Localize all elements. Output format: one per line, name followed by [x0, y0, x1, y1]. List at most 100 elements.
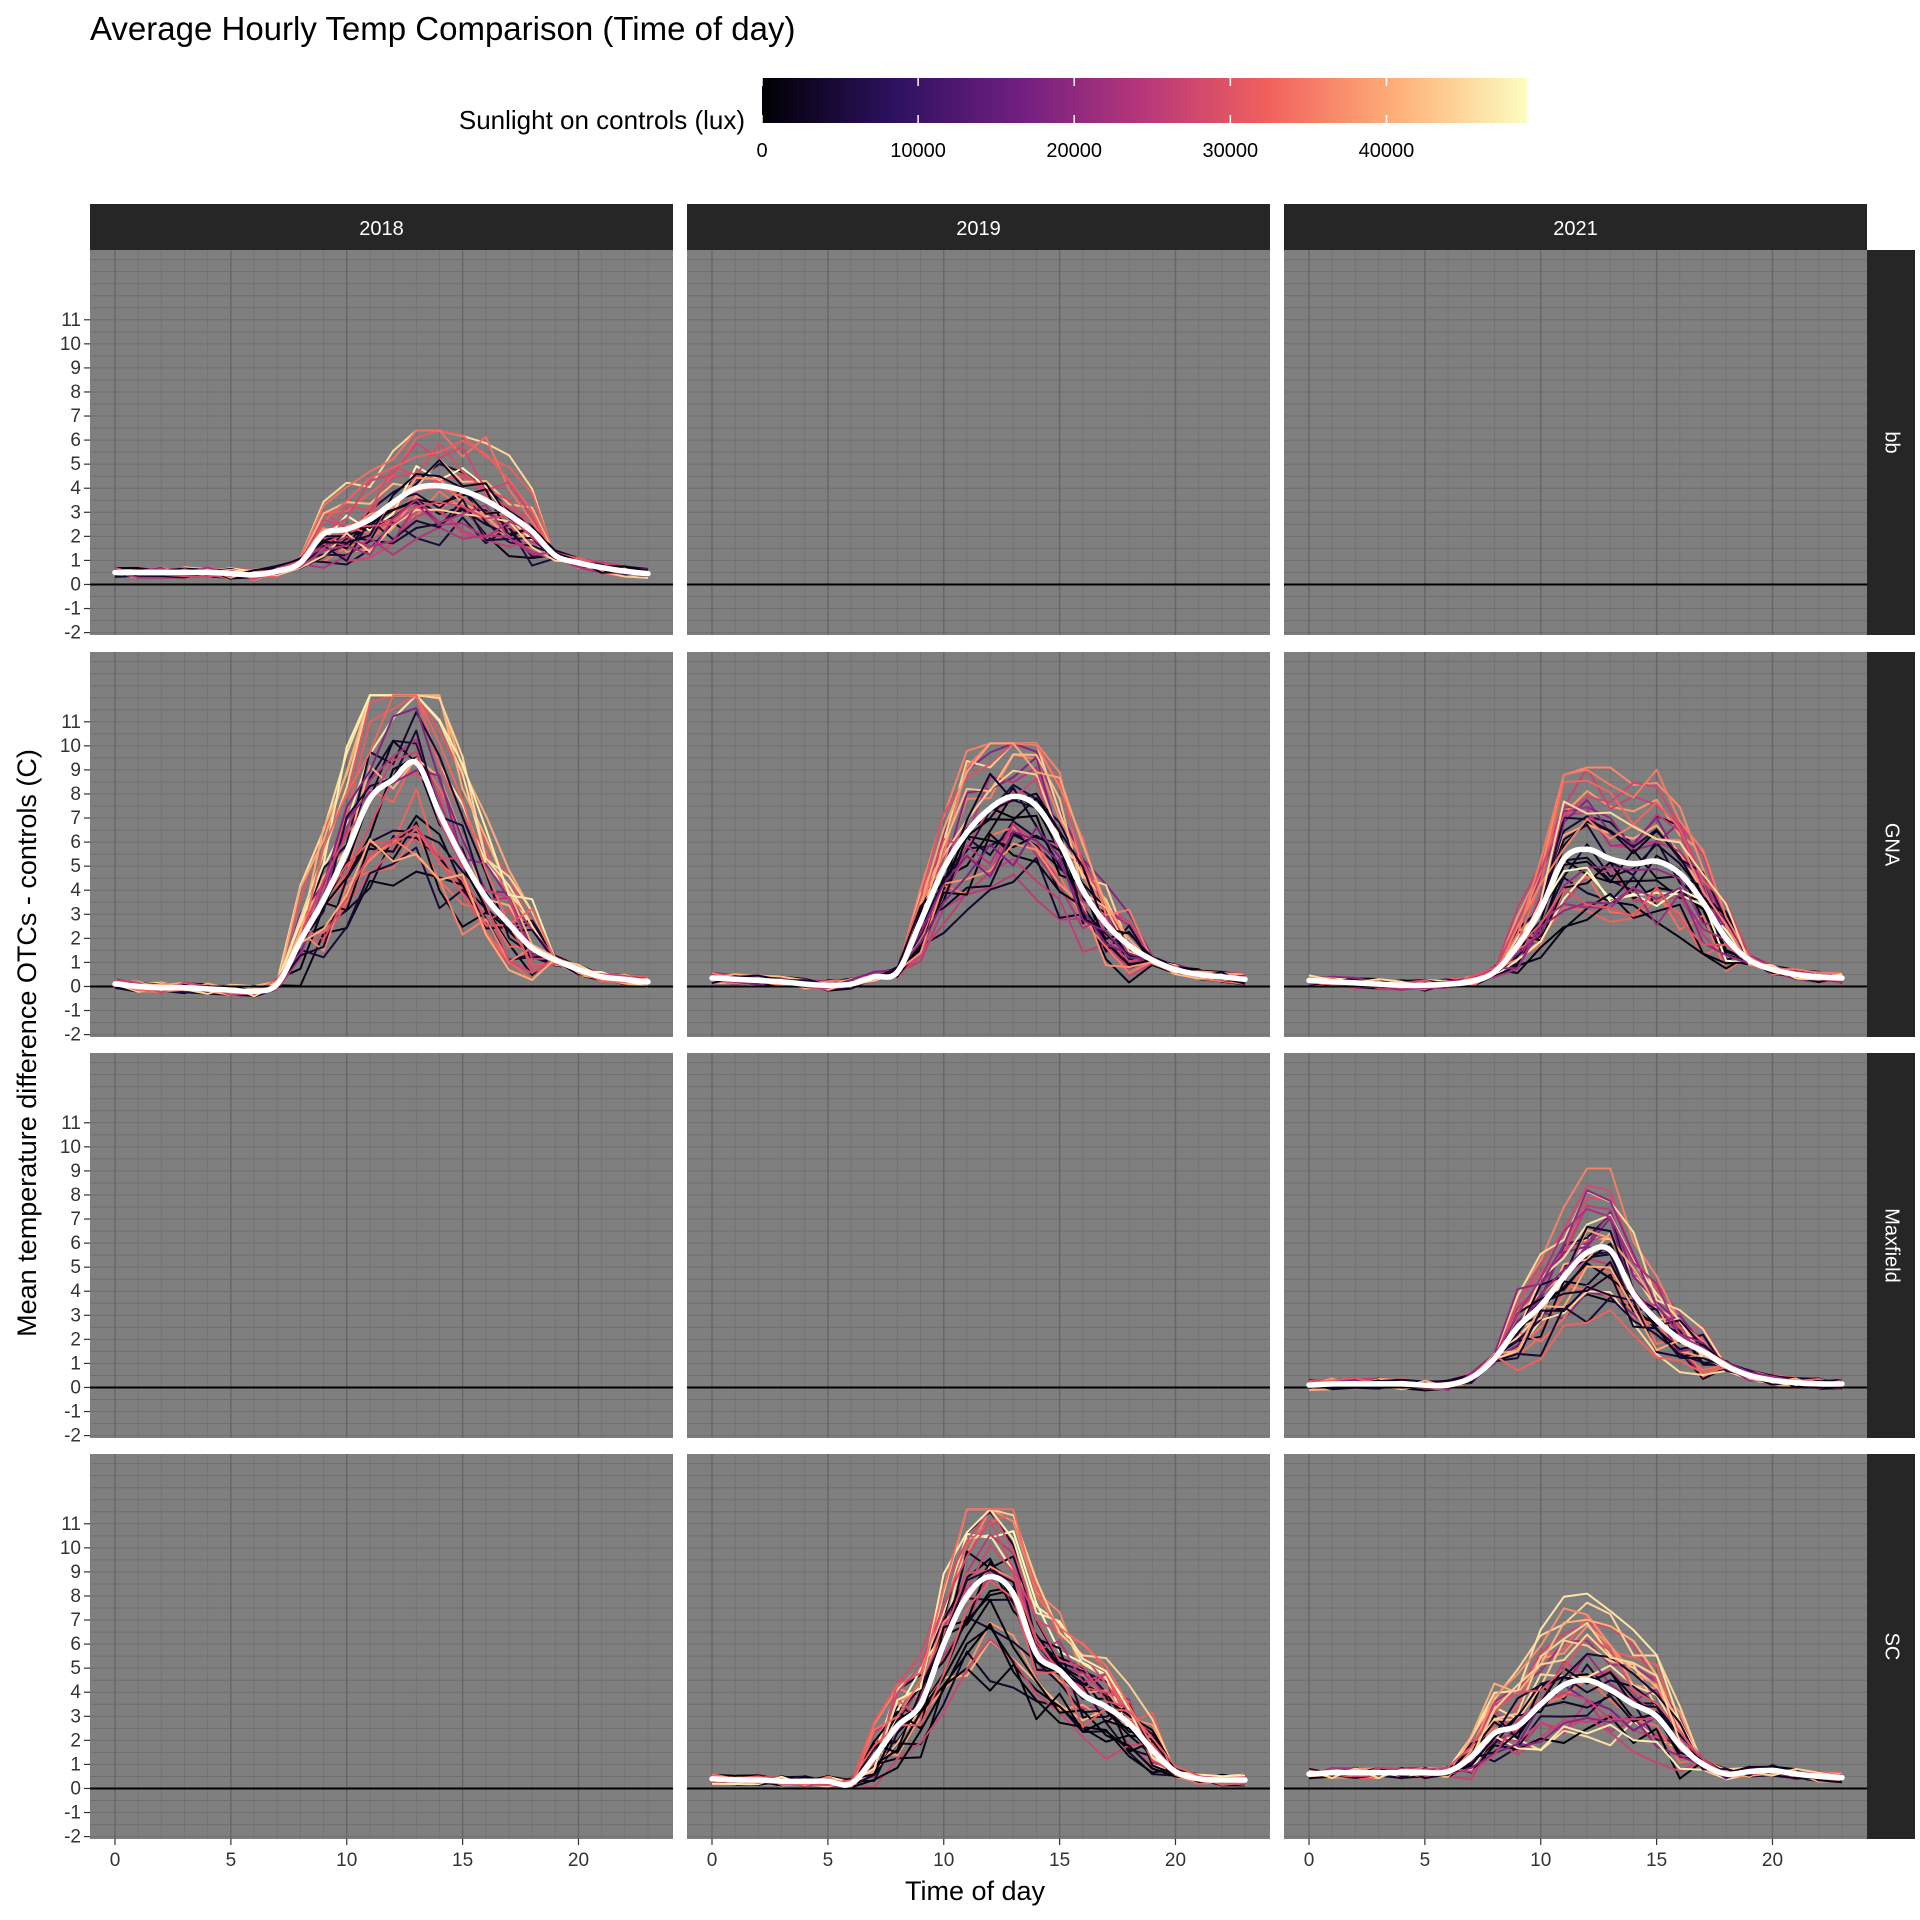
- y-tick-label: -1: [64, 599, 81, 620]
- smooth-mean-line: [1306, 846, 1845, 989]
- panel-background: [90, 1454, 673, 1839]
- x-tick-label: 15: [452, 1850, 473, 1871]
- row-strip-bg: [1867, 1053, 1915, 1438]
- x-tick-label: 20: [568, 1850, 589, 1871]
- x-axis-title: Time of day: [905, 1876, 1046, 1906]
- y-tick-label: 0: [70, 976, 81, 997]
- y-tick-label: 10: [60, 1538, 81, 1559]
- panel-GNA-2019: [687, 652, 1270, 1037]
- legend-tick-label: 10000: [890, 140, 946, 162]
- row-strip-bb: bb: [1867, 250, 1915, 635]
- y-tick-label: 10: [60, 334, 81, 355]
- x-tick-label: 10: [1530, 1850, 1551, 1871]
- y-tick-label: -1: [64, 1803, 81, 1824]
- x-tick-label: 10: [933, 1850, 954, 1871]
- y-tick-label: -1: [64, 1402, 81, 1423]
- y-tick-label: 11: [61, 1514, 81, 1535]
- row-strip-label: bb: [1881, 431, 1903, 453]
- y-tick-label: 4: [70, 478, 81, 499]
- y-tick-label: 0: [70, 1778, 81, 1799]
- y-tick-label: 11: [61, 1113, 81, 1134]
- y-axis-title: Mean temperature difference OTCs - contr…: [12, 749, 42, 1337]
- x-tick-label: 0: [707, 1850, 718, 1871]
- y-tick-label: 2: [70, 526, 81, 547]
- x-tick-label: 20: [1165, 1850, 1186, 1871]
- panel-Maxfield-2021: [1284, 1053, 1867, 1438]
- y-tick-label: 11: [61, 712, 81, 733]
- column-strip-label: 2019: [956, 218, 1001, 240]
- y-tick-label: 6: [70, 1233, 81, 1254]
- y-tick-label: 4: [70, 880, 81, 901]
- panel-background: [687, 1053, 1270, 1438]
- x-tick-label: 15: [1646, 1850, 1667, 1871]
- facet-panels: 2018 2019 2021bbGNAMaxfieldSC-2-1012345678…: [60, 204, 1915, 1871]
- column-strip-label: 2018: [359, 218, 404, 240]
- y-tick-label: -2: [64, 1426, 81, 1447]
- legend-tick-label: 30000: [1203, 140, 1259, 162]
- y-tick-label: -1: [64, 1001, 81, 1022]
- y-tick-label: 1: [70, 952, 81, 973]
- y-tick-label: 7: [70, 1610, 81, 1631]
- smooth-mean-line: [1306, 1677, 1845, 1781]
- y-tick-label: 3: [70, 502, 81, 523]
- y-tick-label: 7: [70, 808, 81, 829]
- y-tick-label: 1: [70, 1754, 81, 1775]
- smooth-mean-line: [112, 482, 651, 578]
- panel-bb-2021: [1284, 250, 1867, 635]
- panel-bb-2018: -2 -1 0 1 2 3 4 5 6 7 8 9 10 11: [60, 250, 673, 644]
- y-tick-label: 2: [70, 1329, 81, 1350]
- y-tick-label: 9: [70, 760, 81, 781]
- legend-tick-label: 20000: [1046, 140, 1102, 162]
- y-tick-label: 5: [70, 1257, 81, 1278]
- x-tick-label: 0: [110, 1850, 121, 1871]
- chart-title: Average Hourly Temp Comparison (Time of …: [90, 10, 796, 47]
- legend-ticks: 0 10000 20000 30000 40000: [756, 78, 1414, 162]
- panel-GNA-2021: [1284, 652, 1867, 1037]
- panel-GNA-2018: -2 -1 0 1 2 3 4 5 6 7 8 9 10 11: [60, 652, 673, 1046]
- x-tick-label: 5: [226, 1850, 237, 1871]
- y-tick-label: 8: [70, 1586, 81, 1607]
- legend: Sunlight on controls (lux) 0 10000 20000 30…: [459, 78, 1527, 162]
- panel-background: [687, 250, 1270, 635]
- panel-Maxfield-2019: [687, 1053, 1270, 1438]
- legend-title: Sunlight on controls (lux): [459, 105, 745, 135]
- y-tick-label: 8: [70, 382, 81, 403]
- y-tick-label: 11: [61, 310, 81, 331]
- y-tick-label: 4: [70, 1281, 81, 1302]
- y-tick-label: 5: [70, 454, 81, 475]
- x-tick-label: 5: [823, 1850, 834, 1871]
- row-strip-GNA: GNA: [1867, 652, 1915, 1037]
- legend-tick-label: 0: [756, 140, 767, 162]
- row-strip-label: SC: [1881, 1633, 1903, 1661]
- panel-SC-2021: 0 5 10 15 20: [1284, 1454, 1867, 1871]
- y-tick-label: 3: [70, 1706, 81, 1727]
- panel-SC-2019: 0 5 10 15 20: [687, 1454, 1270, 1871]
- smooth-mean-line: [1306, 1244, 1845, 1389]
- y-tick-label: 2: [70, 928, 81, 949]
- y-tick-label: 5: [70, 856, 81, 877]
- y-tick-label: 2: [70, 1730, 81, 1751]
- panel-Maxfield-2018: -2 -1 0 1 2 3 4 5 6 7 8 9 10 11: [60, 1053, 673, 1447]
- smooth-mean-line: [709, 1573, 1248, 1788]
- column-strip-bg: [687, 204, 1270, 250]
- smooth-mean-line: [112, 758, 651, 995]
- x-tick-label: 0: [1304, 1850, 1315, 1871]
- panel-SC-2018: -2 -1 0 1 2 3 4 5 6 7 8 9 10 11 0 5 10 15 20: [60, 1454, 673, 1871]
- column-strip-bg: [1284, 204, 1867, 250]
- row-strip-bg: [1867, 250, 1915, 635]
- row-strip-bg: [1867, 652, 1915, 1037]
- x-tick-label: 20: [1762, 1850, 1783, 1871]
- column-strip-label: 2021: [1553, 218, 1598, 240]
- column-strip-2018: 2018: [90, 204, 673, 250]
- x-tick-label: 10: [336, 1850, 357, 1871]
- y-tick-label: 7: [70, 406, 81, 427]
- smooth-mean-line: [709, 793, 1248, 989]
- y-tick-label: 9: [70, 358, 81, 379]
- row-strip-bg: [1867, 1454, 1915, 1839]
- y-tick-label: 0: [70, 574, 81, 595]
- y-tick-label: -2: [64, 1827, 81, 1848]
- y-tick-label: -2: [64, 1025, 81, 1046]
- y-tick-label: 4: [70, 1682, 81, 1703]
- row-strip-label: GNA: [1881, 823, 1903, 867]
